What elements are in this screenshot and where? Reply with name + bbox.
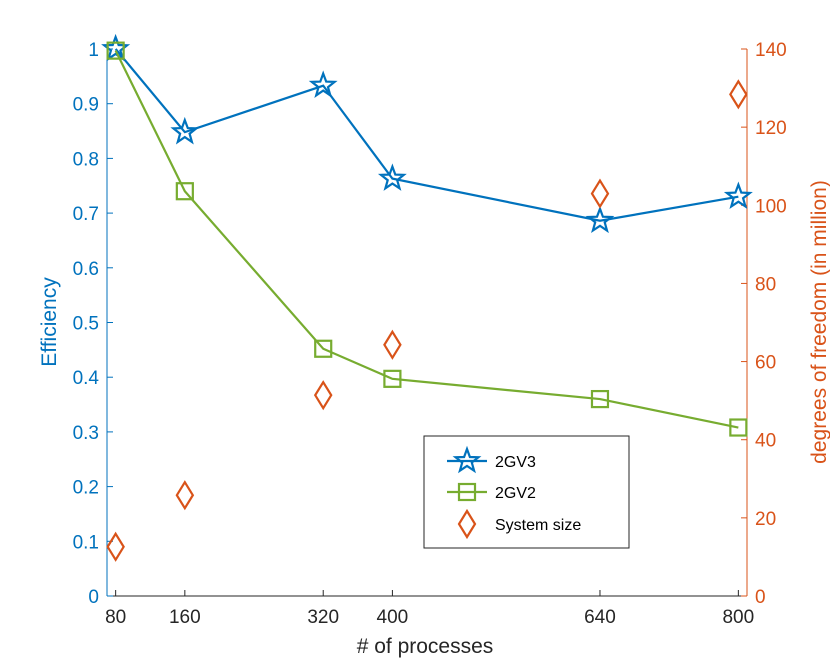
- left-tick-label: 0.4: [73, 368, 100, 389]
- x-tick-label: 400: [377, 607, 409, 628]
- data-point: [383, 329, 402, 360]
- x-tick-label: 160: [169, 607, 201, 628]
- data-point: [585, 205, 615, 234]
- data-point: [377, 163, 407, 191]
- right-tick-label: 120: [755, 118, 787, 139]
- left-tick-label: 0.9: [73, 95, 99, 116]
- data-point: [106, 531, 125, 562]
- right-tick-label: 40: [755, 431, 776, 452]
- data-point: [308, 70, 338, 99]
- series-2gv3: [101, 33, 753, 234]
- right-tick-label: 100: [755, 196, 787, 217]
- left-axis-label: Efficiency: [38, 277, 61, 367]
- x-tick-label: 80: [105, 607, 126, 628]
- legend-label: 2GV2: [495, 485, 536, 502]
- legend-marker: [457, 508, 477, 540]
- data-point: [106, 41, 125, 60]
- data-point: [590, 178, 610, 209]
- data-point: [175, 480, 195, 511]
- legend-label: System size: [495, 517, 581, 534]
- x-tick-label: 800: [722, 607, 754, 628]
- left-tick-label: 0.3: [73, 423, 99, 444]
- data-point: [313, 380, 333, 411]
- left-tick-label: 0.6: [73, 259, 99, 280]
- left-tick-label: 0: [88, 587, 99, 608]
- data-point: [175, 182, 194, 201]
- right-tick-label: 140: [755, 40, 787, 61]
- left-tick-label: 0.5: [73, 314, 99, 335]
- x-tick-label: 640: [584, 607, 616, 628]
- data-point: [170, 116, 200, 145]
- series-system-size: [106, 79, 748, 562]
- x-tick-label: 320: [307, 607, 339, 628]
- legend-marker: [452, 445, 482, 474]
- left-tick-label: 0.2: [73, 478, 99, 499]
- left-tick-label: 1: [88, 40, 99, 61]
- data-point: [590, 389, 610, 409]
- series-line: [114, 50, 739, 429]
- data-point: [729, 418, 748, 437]
- left-tick-label: 0.1: [73, 532, 99, 553]
- legend: 2GV3 2GV2 System size: [423, 435, 630, 549]
- left-tick-label: 0.8: [73, 149, 99, 170]
- right-tick-label: 0: [755, 587, 766, 608]
- x-axis-label: # of processes: [357, 635, 494, 658]
- data-point: [723, 181, 753, 209]
- right-axis-label: degrees of freedom (in million): [808, 180, 830, 464]
- legend-label: 2GV3: [495, 454, 536, 471]
- right-tick-label: 60: [755, 353, 776, 374]
- legend-marker: [457, 482, 477, 502]
- left-tick-label: 0.7: [73, 204, 99, 225]
- data-point: [314, 339, 333, 358]
- series-2gv2: [106, 41, 748, 437]
- data-point: [729, 79, 748, 110]
- right-tick-label: 20: [755, 509, 776, 530]
- data-point: [383, 369, 402, 388]
- series-line: [114, 48, 739, 222]
- right-tick-label: 80: [755, 274, 776, 295]
